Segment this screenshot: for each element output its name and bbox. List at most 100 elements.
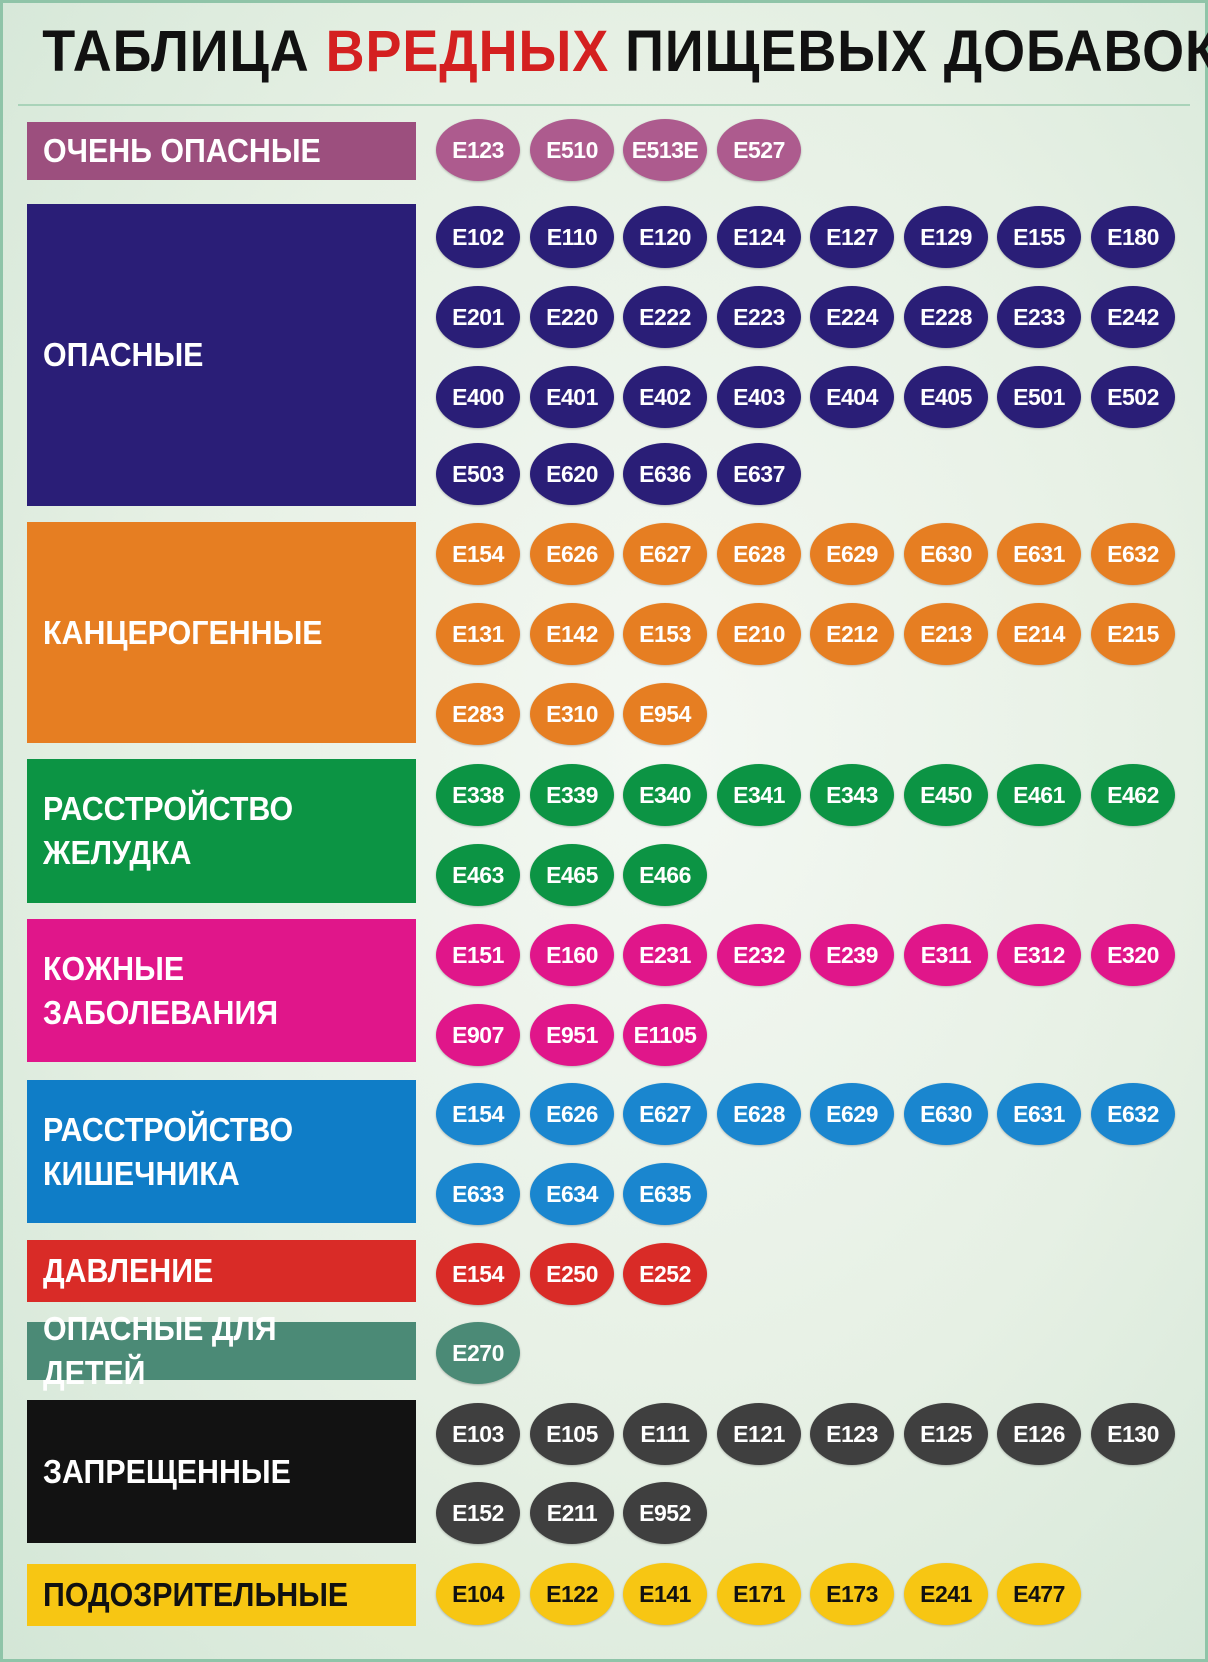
category-6-block: ДАВЛЕНИЕ xyxy=(27,1240,416,1302)
additive-pill: E270 xyxy=(436,1322,520,1384)
additive-pill: E102 xyxy=(436,206,520,268)
additive-pill: E1105 xyxy=(623,1004,707,1066)
additive-pill: E110 xyxy=(530,206,614,268)
additive-pill: E171 xyxy=(717,1563,801,1625)
additive-pill: E121 xyxy=(717,1403,801,1465)
additive-pill: E210 xyxy=(717,603,801,665)
additive-pill: E124 xyxy=(717,206,801,268)
category-label: РАССТРОЙСТВО ЖЕЛУДКА xyxy=(43,790,294,871)
category-label: РАССТРОЙСТВО КИШЕЧНИКА xyxy=(43,1110,294,1192)
additive-pill: E151 xyxy=(436,924,520,986)
additive-pill: E127 xyxy=(810,206,894,268)
additive-pill: E153 xyxy=(623,603,707,665)
additive-pill: E320 xyxy=(1091,924,1175,986)
additive-pill: E465 xyxy=(530,844,614,906)
category-7-block: ОПАСНЫЕ ДЛЯ ДЕТЕЙ xyxy=(27,1310,416,1391)
additive-pill: E503 xyxy=(436,443,520,505)
additive-pill: E103 xyxy=(436,1403,520,1465)
additive-pill: E510 xyxy=(530,119,614,181)
additive-pill: E120 xyxy=(623,206,707,268)
additive-pill: E126 xyxy=(997,1403,1081,1465)
additive-pill: E629 xyxy=(810,1083,894,1145)
additive-pill: E252 xyxy=(623,1243,707,1305)
additive-pill: E125 xyxy=(904,1403,988,1465)
additive-pill: E152 xyxy=(436,1482,520,1544)
category-9-block: ПОДОЗРИТЕЛЬНЫЕ xyxy=(27,1564,416,1626)
additive-pill: E123 xyxy=(436,119,520,181)
additive-pill: E141 xyxy=(623,1563,707,1625)
title-part-2: ПИЩЕВЫХ ДОБАВОК xyxy=(609,19,1208,84)
category-4-block: КОЖНЫЕ ЗАБОЛЕВАНИЯ xyxy=(27,919,416,1062)
category-5-block: РАССТРОЙСТВО КИШЕЧНИКА xyxy=(27,1080,416,1223)
additive-pill: E450 xyxy=(904,764,988,826)
additive-pill: E631 xyxy=(997,1083,1081,1145)
additive-pill: E231 xyxy=(623,924,707,986)
category-label: ПОДОЗРИТЕЛЬНЫЕ xyxy=(43,1576,349,1613)
additive-pill: E463 xyxy=(436,844,520,906)
additive-pill: E635 xyxy=(623,1163,707,1225)
additive-pill: E311 xyxy=(904,924,988,986)
additive-pill: E201 xyxy=(436,286,520,348)
additive-pill: E466 xyxy=(623,844,707,906)
additive-pill: E632 xyxy=(1091,1083,1175,1145)
additive-pill: E951 xyxy=(530,1004,614,1066)
additive-pill: E636 xyxy=(623,443,707,505)
category-2-block: КАНЦЕРОГЕННЫЕ xyxy=(27,522,416,743)
additive-pill: E250 xyxy=(530,1243,614,1305)
additive-pill: E341 xyxy=(717,764,801,826)
additive-pill: E228 xyxy=(904,286,988,348)
poster-title: ТАБЛИЦА ВРЕДНЫХ ПИЩЕВЫХ ДОБАВОК xyxy=(42,18,1208,85)
additive-pill: E214 xyxy=(997,603,1081,665)
additive-pill: E239 xyxy=(810,924,894,986)
category-label: КАНЦЕРОГЕННЫЕ xyxy=(43,613,323,651)
additive-pill: E154 xyxy=(436,523,520,585)
additive-pill: E129 xyxy=(904,206,988,268)
additive-pill: E122 xyxy=(530,1563,614,1625)
category-0-block: ОЧЕНЬ ОПАСНЫЕ xyxy=(27,122,416,180)
additive-pill: E627 xyxy=(623,1083,707,1145)
additive-pill: E105 xyxy=(530,1403,614,1465)
category-1-block: ОПАСНЫЕ xyxy=(27,204,416,506)
additive-pill: E502 xyxy=(1091,366,1175,428)
additive-pill: E462 xyxy=(1091,764,1175,826)
additive-pill: E403 xyxy=(717,366,801,428)
category-label: ЗАПРЕЩЕННЫЕ xyxy=(43,1452,291,1490)
additive-pill: E241 xyxy=(904,1563,988,1625)
additive-pill: E461 xyxy=(997,764,1081,826)
additive-pill: E310 xyxy=(530,683,614,745)
additive-pill: E627 xyxy=(623,523,707,585)
additive-pill: E154 xyxy=(436,1243,520,1305)
additive-pill: E232 xyxy=(717,924,801,986)
additive-pill: E104 xyxy=(436,1563,520,1625)
additive-pill: E630 xyxy=(904,523,988,585)
title-part-1: ТАБЛИЦА xyxy=(42,19,326,84)
category-3-block: РАССТРОЙСТВО ЖЕЛУДКА xyxy=(27,759,416,903)
additive-pill: E634 xyxy=(530,1163,614,1225)
additive-pill: E952 xyxy=(623,1482,707,1544)
additive-pill: E215 xyxy=(1091,603,1175,665)
additive-pill: E220 xyxy=(530,286,614,348)
additive-pill: E224 xyxy=(810,286,894,348)
additive-pill: E620 xyxy=(530,443,614,505)
additive-pill: E223 xyxy=(717,286,801,348)
additive-pill: E130 xyxy=(1091,1403,1175,1465)
additive-pill: E626 xyxy=(530,1083,614,1145)
additive-pill: E340 xyxy=(623,764,707,826)
additive-pill: E527 xyxy=(717,119,801,181)
additive-pill: E338 xyxy=(436,764,520,826)
title-accent: ВРЕДНЫХ xyxy=(325,19,610,84)
additive-pill: E401 xyxy=(530,366,614,428)
additive-pill: E628 xyxy=(717,523,801,585)
additive-pill: E123 xyxy=(810,1403,894,1465)
additive-pill: E154 xyxy=(436,1083,520,1145)
additive-pill: E213 xyxy=(904,603,988,665)
additive-pill: E131 xyxy=(436,603,520,665)
additive-pill: E242 xyxy=(1091,286,1175,348)
additive-pill: E630 xyxy=(904,1083,988,1145)
additive-pill: E402 xyxy=(623,366,707,428)
additive-pill: E631 xyxy=(997,523,1081,585)
additive-pill: E628 xyxy=(717,1083,801,1145)
category-label: ОЧЕНЬ ОПАСНЫЕ xyxy=(43,132,321,169)
additive-pill: E626 xyxy=(530,523,614,585)
additive-pill: E111 xyxy=(623,1403,707,1465)
